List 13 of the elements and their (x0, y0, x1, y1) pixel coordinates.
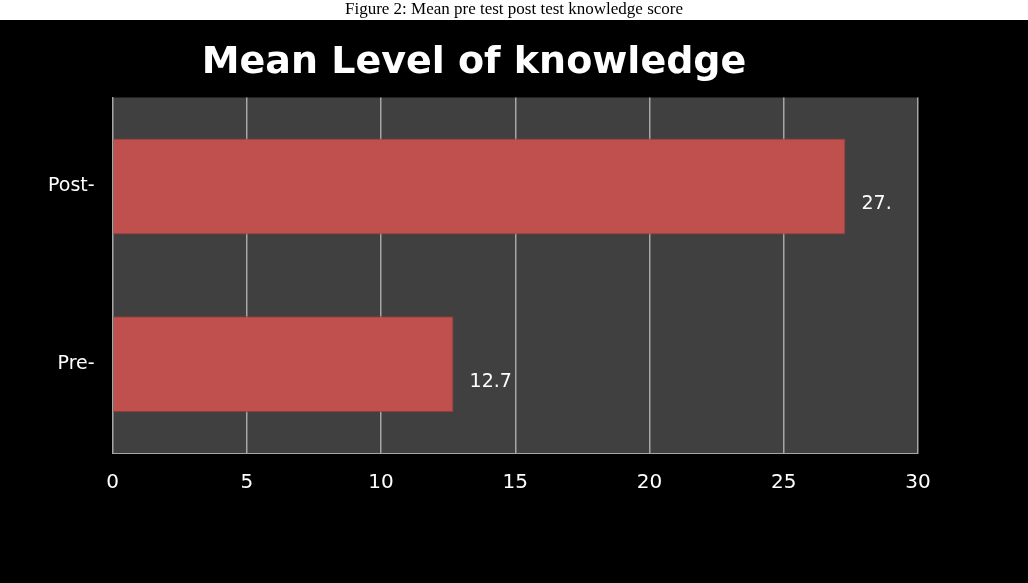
x-tick-label: 10 (368, 469, 394, 494)
x-tick-label: 15 (502, 469, 529, 494)
chart-title: Mean Level of knowledge (201, 37, 747, 82)
x-tick-label: 0 (106, 469, 119, 494)
data-label: 27. (861, 191, 892, 214)
y-tick-label: Post- (48, 173, 95, 196)
x-tick-label: 5 (240, 469, 254, 494)
x-tick-label: 25 (771, 469, 797, 494)
caption: Figure 2: Mean pre test post test knowledge score (343, 0, 684, 20)
data-label: 12.7 (469, 369, 512, 392)
x-tick-label: 30 (905, 469, 931, 494)
x-tick-label: 20 (636, 469, 663, 494)
y-tick-label: Pre- (57, 351, 95, 374)
